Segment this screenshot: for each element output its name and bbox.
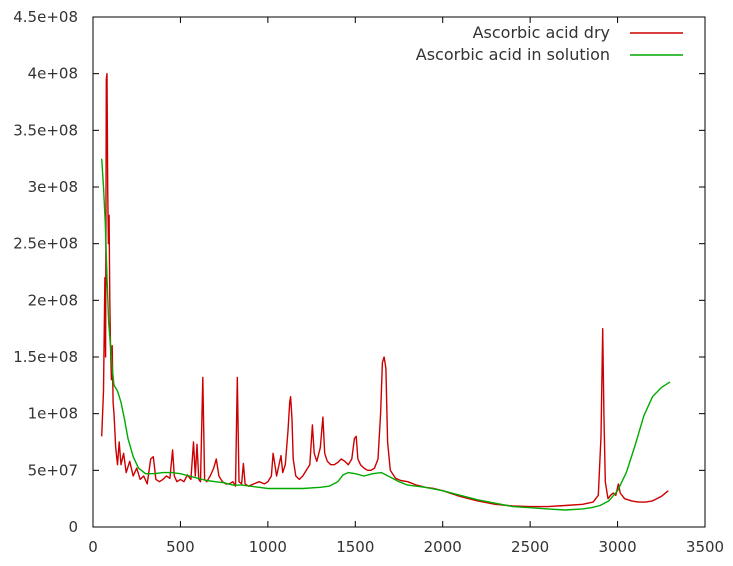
legend-label-1: Ascorbic acid in solution <box>416 45 610 64</box>
x-tick-label: 1000 <box>249 538 287 556</box>
series-layer <box>101 72 671 511</box>
y-tick-label: 2e+08 <box>28 291 78 309</box>
y-tick-label: 1e+08 <box>28 405 78 423</box>
y-tick-label: 3e+08 <box>28 178 78 196</box>
y-tick-label: 0 <box>68 518 78 536</box>
y-tick-label: 2.5e+08 <box>13 235 78 253</box>
x-tick-label: 3000 <box>598 538 636 556</box>
x-tick-label: 0 <box>88 538 98 556</box>
y-tick-label: 1.5e+08 <box>13 348 78 366</box>
legend: Ascorbic acid dry Ascorbic acid in soluti… <box>416 23 683 64</box>
x-tick-label: 3500 <box>686 538 724 556</box>
x-axis: 0 500 1000 1500 2000 2500 3000 3500 <box>88 17 724 556</box>
series-line-1 <box>101 158 671 511</box>
x-tick-label: 2000 <box>424 538 462 556</box>
y-axis: 0 5e+07 1e+08 1.5e+08 2e+08 2.5e+08 3e+08 3.5e+… <box>13 8 705 536</box>
x-tick-label: 1500 <box>336 538 374 556</box>
x-tick-label: 500 <box>166 538 195 556</box>
y-tick-label: 3.5e+08 <box>13 121 78 139</box>
plot-area-frame <box>92 16 706 528</box>
y-tick-label: 4e+08 <box>28 65 78 83</box>
series-line-0 <box>101 72 669 508</box>
y-tick-label: 4.5e+08 <box>13 8 78 26</box>
x-tick-label: 2500 <box>511 538 549 556</box>
y-tick-label: 5e+07 <box>28 461 78 479</box>
legend-label-0: Ascorbic acid dry <box>473 23 610 42</box>
